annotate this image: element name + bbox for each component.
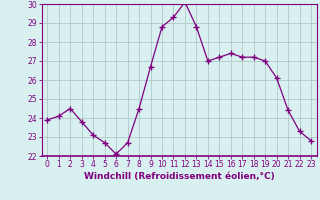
X-axis label: Windchill (Refroidissement éolien,°C): Windchill (Refroidissement éolien,°C) (84, 172, 275, 181)
